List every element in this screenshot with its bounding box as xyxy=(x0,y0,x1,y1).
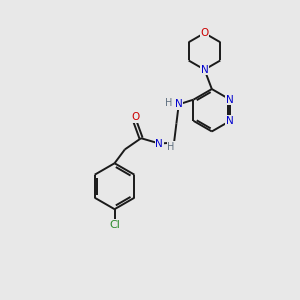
Text: H: H xyxy=(165,98,173,108)
Text: N: N xyxy=(175,99,183,110)
Text: N: N xyxy=(155,139,163,148)
Text: H: H xyxy=(167,142,175,152)
Text: Cl: Cl xyxy=(109,220,120,230)
Text: N: N xyxy=(226,94,234,105)
Text: O: O xyxy=(131,112,139,122)
Text: N: N xyxy=(226,116,234,126)
Text: O: O xyxy=(200,28,208,38)
Text: N: N xyxy=(201,64,208,75)
